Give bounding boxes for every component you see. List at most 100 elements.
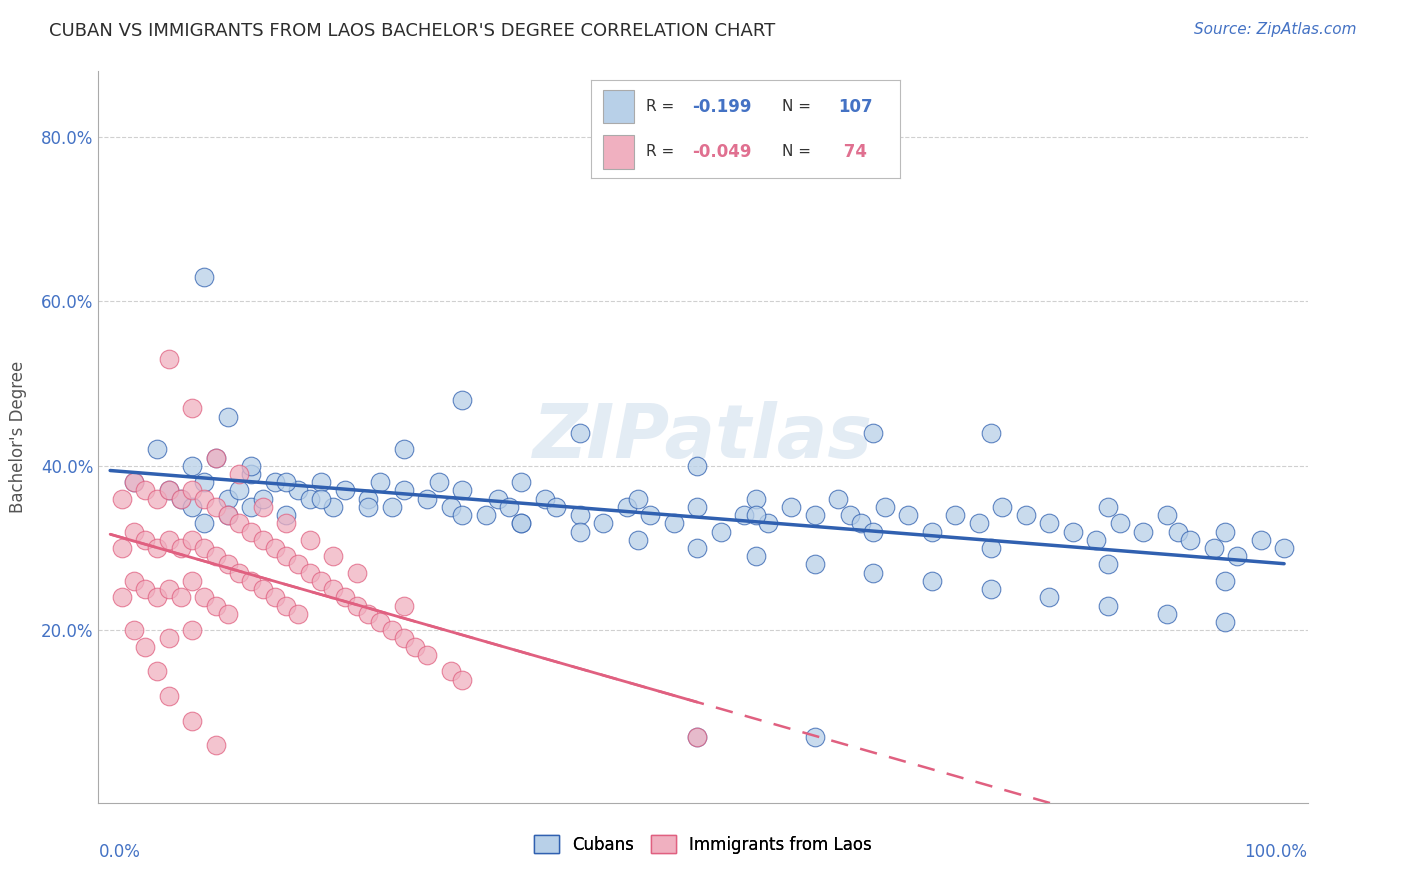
Point	[404, 640, 426, 654]
Point	[1085, 533, 1108, 547]
Point	[333, 483, 356, 498]
Point	[357, 491, 380, 506]
Point	[803, 558, 825, 572]
Point	[252, 533, 274, 547]
Point	[276, 508, 298, 523]
Point	[204, 450, 226, 465]
Point	[803, 508, 825, 523]
Point	[193, 269, 215, 284]
Point	[686, 541, 709, 555]
Point	[427, 475, 450, 490]
Point	[122, 624, 145, 638]
Point	[181, 714, 204, 728]
Point	[451, 673, 474, 687]
Point	[980, 425, 1002, 440]
Point	[193, 475, 215, 490]
Point	[592, 516, 614, 531]
Point	[122, 574, 145, 588]
Point	[510, 516, 533, 531]
Point	[157, 689, 180, 703]
Point	[287, 607, 309, 621]
Point	[169, 491, 191, 506]
Point	[662, 516, 685, 531]
Point	[381, 624, 404, 638]
Point	[134, 483, 156, 498]
Point	[217, 508, 239, 523]
Point	[897, 508, 920, 523]
Point	[416, 491, 439, 506]
Point	[381, 500, 404, 514]
Point	[217, 607, 239, 621]
Point	[1097, 558, 1119, 572]
Point	[322, 582, 344, 596]
Point	[392, 483, 415, 498]
Point	[217, 508, 239, 523]
Point	[980, 582, 1002, 596]
Point	[546, 500, 568, 514]
Text: -0.049: -0.049	[693, 143, 752, 161]
Point	[134, 533, 156, 547]
Point	[568, 425, 591, 440]
Point	[921, 524, 943, 539]
Point	[357, 607, 380, 621]
Point	[228, 516, 250, 531]
Point	[169, 491, 191, 506]
Text: N =: N =	[782, 99, 811, 114]
Point	[862, 425, 884, 440]
Point	[252, 491, 274, 506]
Text: R =: R =	[647, 145, 679, 160]
Point	[181, 533, 204, 547]
Point	[311, 475, 333, 490]
Point	[533, 491, 555, 506]
Point	[263, 591, 285, 605]
Point	[276, 549, 298, 564]
Point	[169, 591, 191, 605]
Point	[803, 730, 825, 744]
Point	[1202, 541, 1225, 555]
Point	[439, 500, 461, 514]
Point	[169, 541, 191, 555]
Point	[627, 491, 650, 506]
Point	[1097, 599, 1119, 613]
Point	[451, 393, 474, 408]
Point	[745, 549, 768, 564]
Text: 0.0%: 0.0%	[98, 843, 141, 861]
Point	[780, 500, 803, 514]
Point	[346, 599, 368, 613]
Point	[240, 574, 263, 588]
Point	[193, 491, 215, 506]
Point	[439, 665, 461, 679]
Point	[122, 475, 145, 490]
Point	[921, 574, 943, 588]
Point	[111, 541, 134, 555]
Point	[111, 591, 134, 605]
Point	[276, 516, 298, 531]
Text: ZIPatlas: ZIPatlas	[533, 401, 873, 474]
Point	[322, 549, 344, 564]
Point	[204, 599, 226, 613]
Point	[298, 533, 321, 547]
Point	[146, 442, 169, 457]
Point	[134, 582, 156, 596]
Point	[287, 483, 309, 498]
Point	[217, 558, 239, 572]
Point	[486, 491, 509, 506]
Point	[252, 582, 274, 596]
Point	[204, 739, 226, 753]
Point	[838, 508, 860, 523]
Point	[756, 516, 779, 531]
Point	[827, 491, 849, 506]
Point	[157, 483, 180, 498]
Point	[193, 516, 215, 531]
Point	[873, 500, 896, 514]
Point	[1038, 591, 1060, 605]
Point	[1132, 524, 1154, 539]
Point	[276, 599, 298, 613]
Point	[1226, 549, 1249, 564]
Point	[111, 491, 134, 506]
Point	[181, 500, 204, 514]
Point	[1215, 524, 1237, 539]
Point	[311, 574, 333, 588]
Point	[686, 730, 709, 744]
Point	[333, 591, 356, 605]
